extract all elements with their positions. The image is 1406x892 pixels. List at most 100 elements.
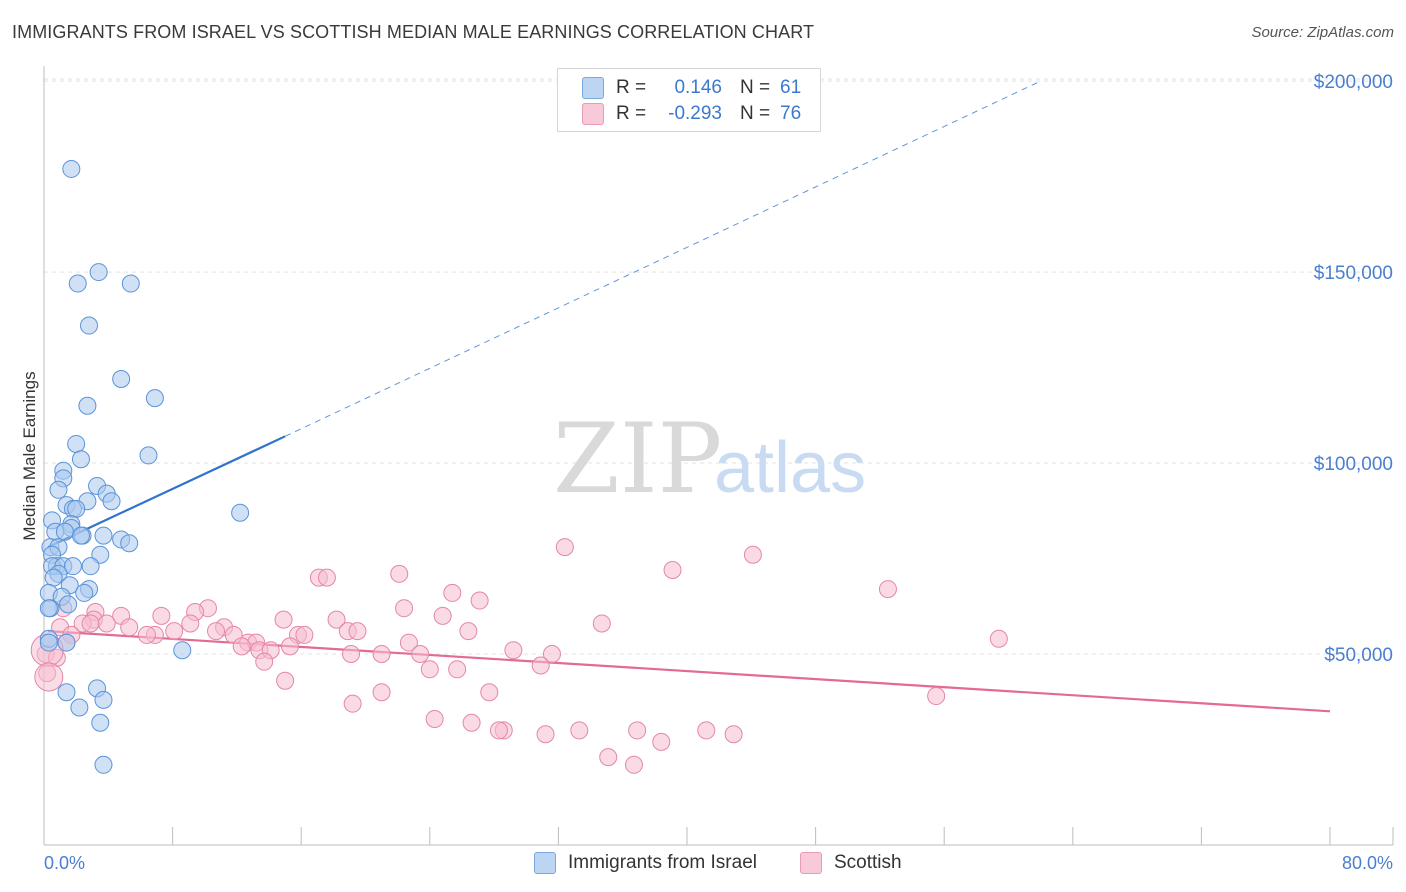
scottish-point xyxy=(624,755,643,774)
scottish-point xyxy=(372,683,391,702)
scottish-point xyxy=(181,614,200,633)
scottish-point xyxy=(81,614,100,633)
chart-title: IMMIGRANTS FROM ISRAEL VS SCOTTISH MEDIA… xyxy=(12,22,815,42)
israel-point xyxy=(39,633,58,652)
scottish-point xyxy=(989,629,1008,648)
israel-point xyxy=(94,690,113,709)
scottish-point xyxy=(724,725,743,744)
israel-point xyxy=(70,698,89,717)
israel-point xyxy=(91,545,110,564)
israel-point xyxy=(231,503,250,522)
israel-point xyxy=(80,316,99,335)
grid-layer xyxy=(44,78,1393,655)
trend-layer xyxy=(47,80,1331,713)
scottish-r-value: -0.293 xyxy=(668,103,722,124)
correlation-legend: R = 0.146 N = 61 R = -0.293 N = 76 xyxy=(557,68,821,132)
israel-point xyxy=(139,446,158,465)
y-tick-label: $150,000 xyxy=(1314,263,1393,284)
scottish-point xyxy=(120,618,139,637)
legend-item-scottish[interactable]: Scottish xyxy=(800,852,902,874)
scottish-point xyxy=(280,637,299,656)
scottish-point xyxy=(97,614,116,633)
scottish-point xyxy=(878,580,897,599)
points-israel xyxy=(39,159,250,774)
x-tick-label-min: 0.0% xyxy=(44,853,85,873)
israel-n-value: 61 xyxy=(780,77,802,98)
scottish-point xyxy=(542,645,561,664)
scottish-point xyxy=(420,660,439,679)
watermark-atlas: atlas xyxy=(714,428,866,508)
israel-n-label: N = xyxy=(740,77,771,98)
israel-point xyxy=(62,159,81,178)
scottish-point xyxy=(462,713,481,732)
scottish-point xyxy=(628,721,647,740)
israel-point xyxy=(173,641,192,660)
israel-point xyxy=(94,755,113,774)
points-scottish xyxy=(30,538,1008,774)
israel-point xyxy=(75,583,94,602)
israel-point xyxy=(67,434,86,453)
israel-point xyxy=(63,557,82,576)
scottish-point xyxy=(470,591,489,610)
y-tick-label: $50,000 xyxy=(1324,645,1393,666)
israel-point xyxy=(44,568,63,587)
scottish-point xyxy=(232,637,251,656)
israel-point xyxy=(55,522,74,541)
scottish-point xyxy=(207,622,226,641)
israel-trendline-extended xyxy=(284,80,1041,437)
scottish-point xyxy=(343,694,362,713)
scottish-point xyxy=(390,564,409,583)
israel-point xyxy=(71,526,90,545)
scottish-point xyxy=(165,622,184,641)
scottish-point xyxy=(317,568,336,587)
scottish-point xyxy=(411,645,430,664)
israel-point xyxy=(59,595,78,614)
israel-point xyxy=(71,450,90,469)
scottish-point xyxy=(697,721,716,740)
israel-point xyxy=(78,396,97,415)
scottish-legend-label: Scottish xyxy=(834,852,902,873)
scottish-point xyxy=(255,652,274,671)
israel-point xyxy=(57,633,76,652)
scottish-point xyxy=(348,622,367,641)
scottish-point xyxy=(599,748,618,767)
watermark: ZIP atlas xyxy=(553,403,866,515)
legend-row-scottish: R = -0.293 N = 76 xyxy=(582,103,801,125)
israel-point xyxy=(121,274,140,293)
y-tick-label: $100,000 xyxy=(1314,454,1393,475)
scottish-point xyxy=(342,645,361,664)
israel-point xyxy=(91,713,110,732)
israel-r-value: 0.146 xyxy=(674,77,722,98)
scottish-point xyxy=(570,721,589,740)
scottish-point xyxy=(34,662,64,692)
israel-point xyxy=(49,480,68,499)
israel-point xyxy=(39,599,58,618)
scottish-point xyxy=(276,671,295,690)
scottish-point xyxy=(531,656,550,675)
scottish-legend-swatch xyxy=(800,852,822,874)
israel-point xyxy=(94,526,113,545)
source-credit: Source: ZipAtlas.com xyxy=(1251,24,1394,41)
y-axis-label: Median Male Earnings xyxy=(20,371,39,540)
israel-legend-label: Immigrants from Israel xyxy=(568,852,757,873)
legend-row-israel: R = 0.146 N = 61 xyxy=(582,77,801,99)
scottish-point xyxy=(152,606,171,625)
label-layer: $50,000 $100,000 $150,000 $200,000 0.0% 80.0%… xyxy=(20,72,1393,873)
scottish-point xyxy=(592,614,611,633)
scottish-point xyxy=(448,660,467,679)
scottish-point xyxy=(425,709,444,728)
scottish-point xyxy=(274,610,293,629)
israel-legend-swatch xyxy=(534,852,556,874)
scottish-point xyxy=(399,633,418,652)
scottish-point xyxy=(433,606,452,625)
legend-item-israel[interactable]: Immigrants from Israel xyxy=(534,852,757,874)
scottish-n-label: N = xyxy=(740,103,771,124)
scottish-point xyxy=(137,625,156,644)
scottish-point xyxy=(459,622,478,641)
scottish-point xyxy=(443,583,462,602)
israel-point xyxy=(67,499,86,518)
scottish-swatch xyxy=(582,103,604,125)
scottish-point xyxy=(663,560,682,579)
israel-point xyxy=(112,370,131,389)
